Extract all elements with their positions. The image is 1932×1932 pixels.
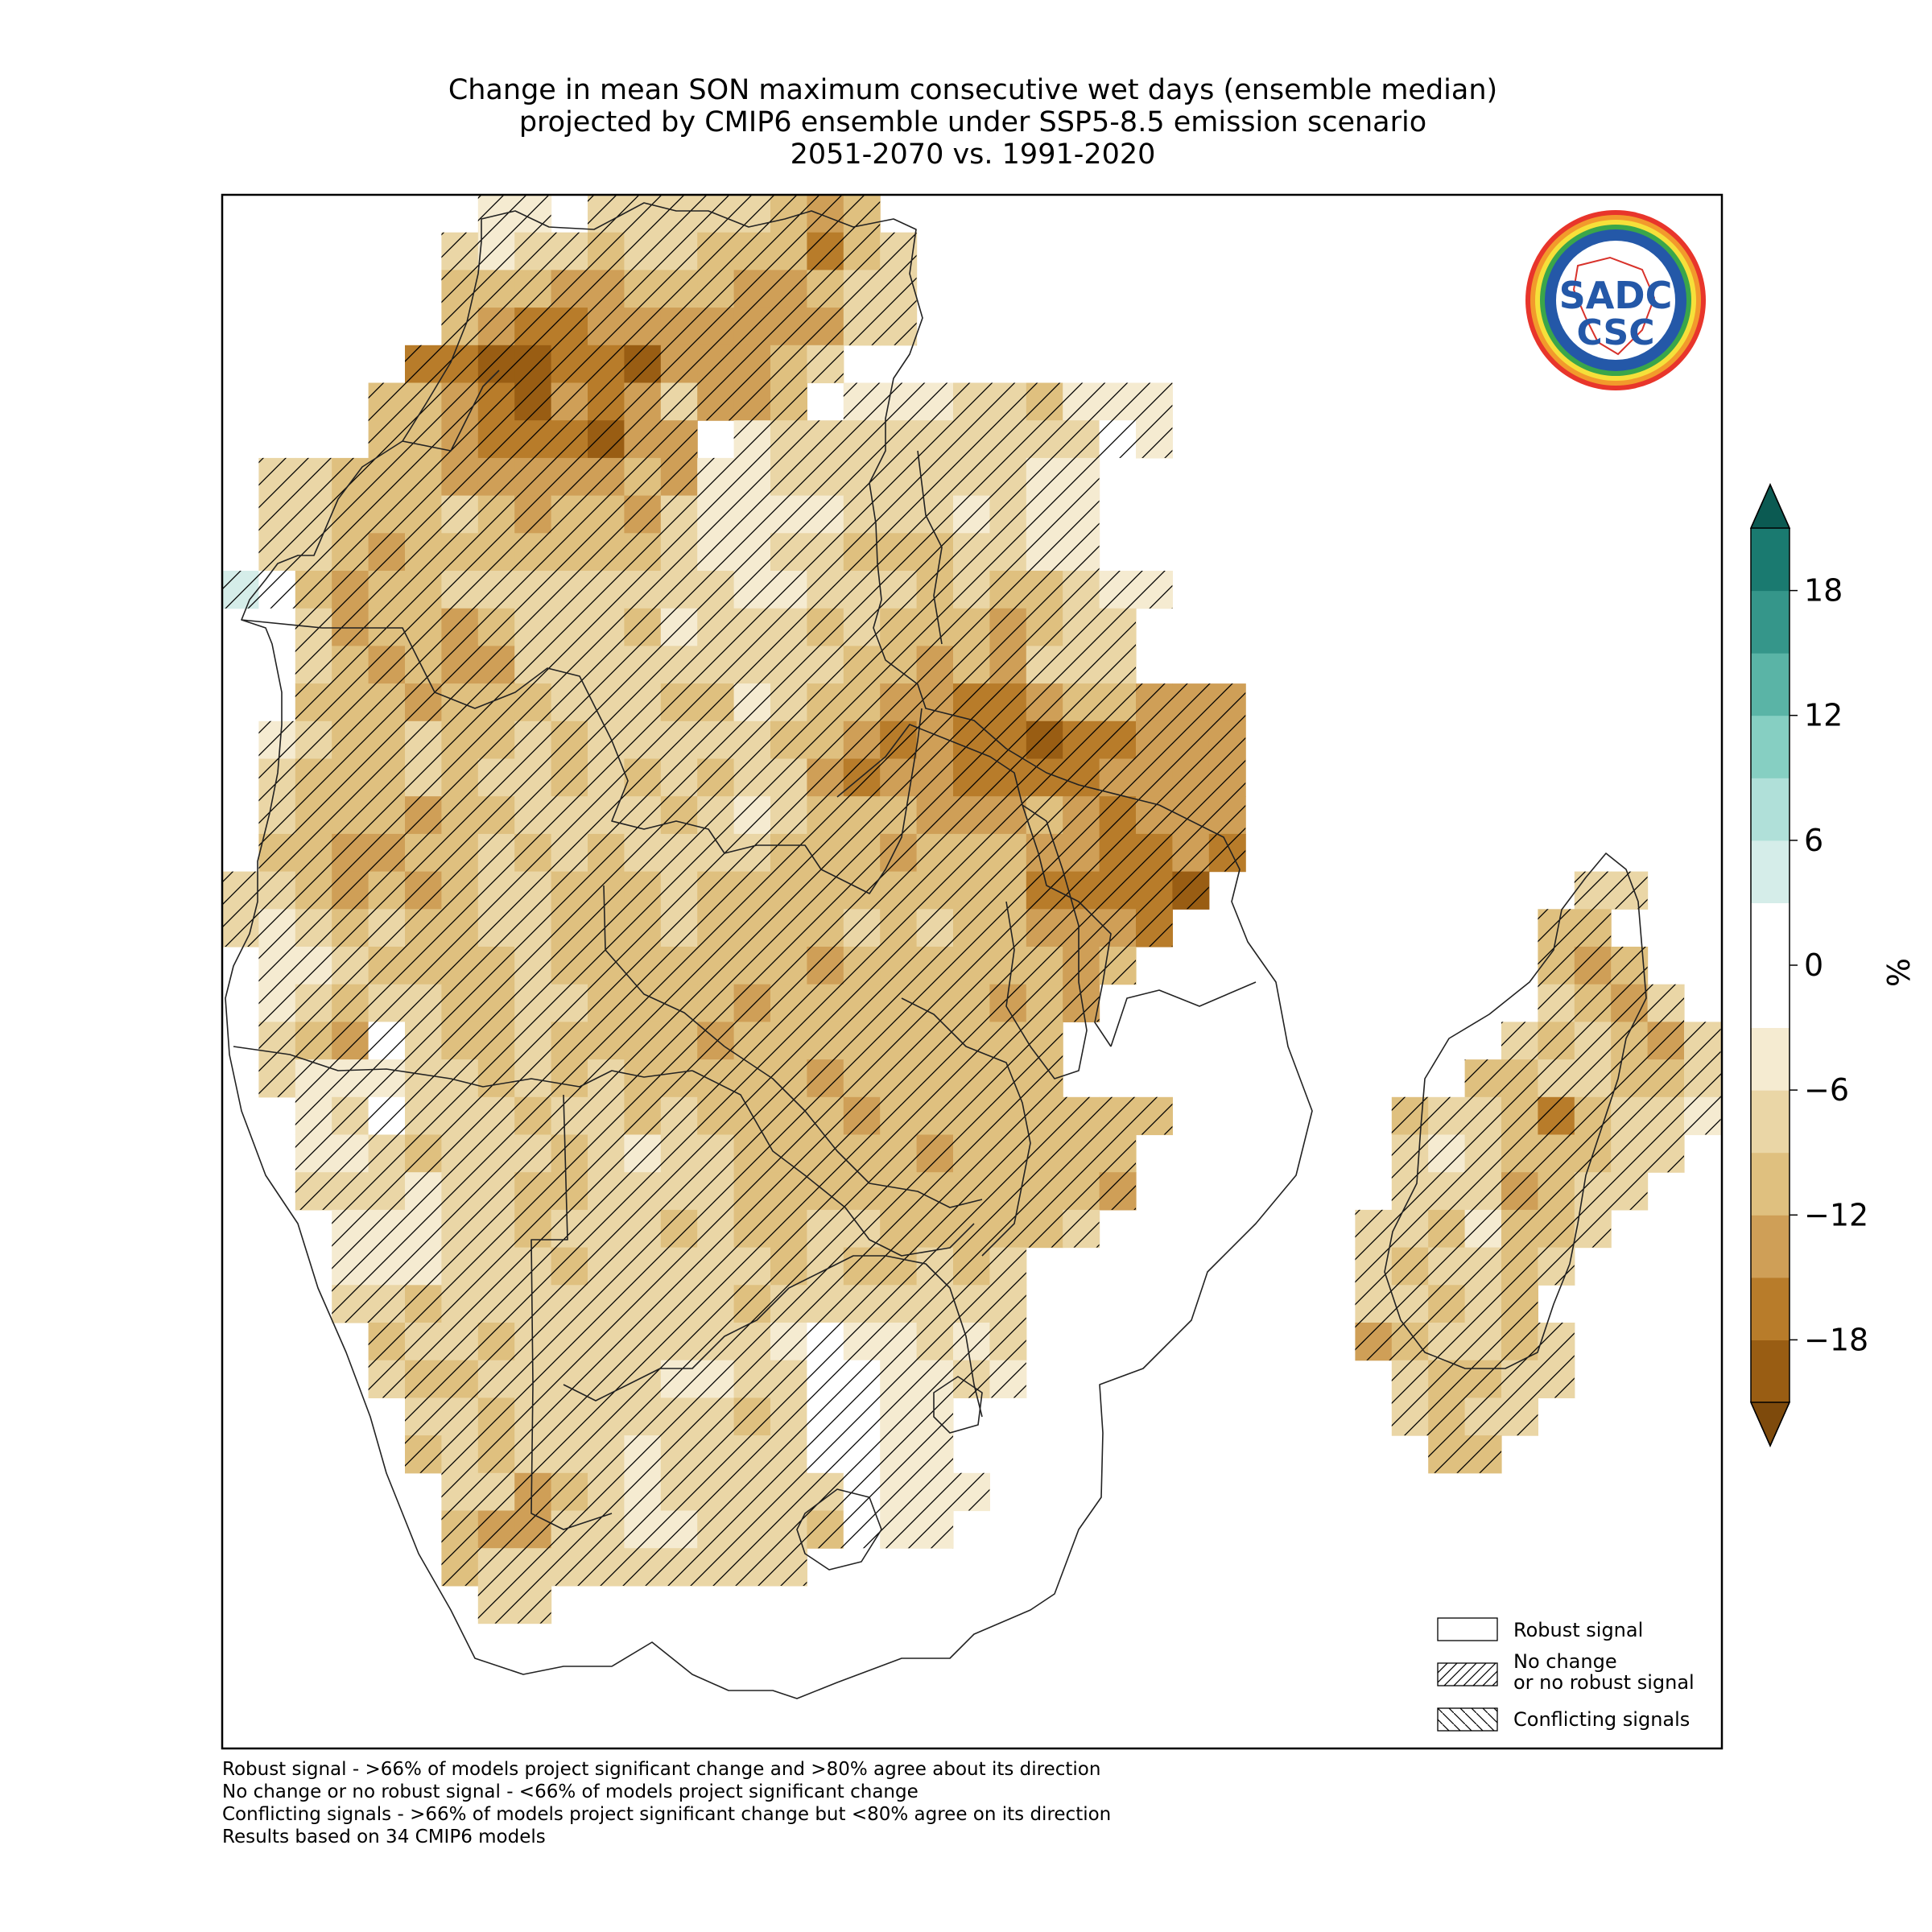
mainland-coastline-outline: [225, 202, 1313, 1699]
legend-label-conflicting: Conflicting signals: [1513, 1708, 1690, 1731]
colorbar-bin: [1751, 1340, 1790, 1403]
angola-namibia-border: [233, 1046, 693, 1088]
footer-line-2: No change or no robust signal - <66% of …: [222, 1781, 919, 1802]
colorbar-outline: [1750, 483, 1790, 1447]
congo-gabon-border: [402, 369, 500, 452]
colorbar-bin: [1751, 1152, 1790, 1216]
legend-swatch-robust: [1437, 1617, 1498, 1641]
colorbar-extend-high: [1749, 483, 1791, 529]
colorbar-bin: [1751, 653, 1790, 716]
botswana-zimbabwe-border: [691, 1070, 975, 1257]
colorbar-bin: [1751, 1215, 1790, 1278]
tanzania-mozambique-border: [1110, 981, 1257, 1047]
title-line-3: 2051-2070 vs. 1991-2020: [790, 138, 1156, 171]
logo-mark-top: SADC: [1559, 274, 1673, 317]
south-africa-north-border: [563, 1255, 983, 1418]
legend-swatch-no-change: [1437, 1662, 1498, 1686]
colorbar-bin: [1751, 1277, 1790, 1340]
footer-line-3: Conflicting signals - >66% of models pro…: [222, 1804, 1112, 1825]
malawi-outline: [1005, 804, 1088, 1080]
country-borders: [225, 202, 1647, 1699]
legend-label-no-change-1: No change: [1513, 1650, 1617, 1673]
colorbar-bin: [1751, 902, 1790, 1028]
madagascar-outline: [1384, 852, 1647, 1369]
colorbar-bin: [1751, 1027, 1790, 1091]
chart-title: Change in mean SON maximum consecutive w…: [222, 74, 1724, 171]
colorbar-tick-label: −6: [1804, 1072, 1849, 1108]
logo-mark-bottom: CSC: [1576, 312, 1654, 353]
colorbar-bin: [1751, 715, 1790, 778]
colorbar-bin: [1751, 590, 1790, 654]
map-frame: [221, 193, 1724, 1750]
colorbar-tick-label: −18: [1804, 1322, 1868, 1357]
sadc-csc-logo: SADC CSC: [1525, 210, 1706, 390]
colorbar-bin: [1751, 528, 1790, 592]
tanzania-west-border: [917, 450, 943, 645]
lesotho-outline: [796, 1488, 882, 1571]
colorbar-bin: [1751, 778, 1790, 841]
legend-label-no-change-2: or no robust signal: [1513, 1671, 1695, 1694]
footer-notes: Robust signal - >66% of models project s…: [222, 1758, 1111, 1848]
colorbar-tick-label: −12: [1804, 1197, 1868, 1232]
angola-zambia-border: [603, 885, 725, 1047]
colorbar-bin: [1751, 840, 1790, 903]
colorbar-bin: [1751, 1090, 1790, 1154]
zambia-mozambique-border: [724, 1046, 983, 1208]
map-plot-area: [222, 195, 1722, 1699]
eswatini-outline: [933, 1376, 983, 1434]
zambia-malawi-border: [836, 724, 1112, 1047]
colorbar-extend-low: [1749, 1402, 1791, 1447]
title-line-2: projected by CMIP6 ensemble under SSP5-8…: [518, 106, 1427, 138]
hatch-legend: Robust signal No change or no robust sig…: [1437, 1617, 1695, 1732]
legend-label-robust: Robust signal: [1513, 1619, 1643, 1641]
colorbar-tick-label: 18: [1804, 573, 1843, 609]
colorbar-unit-label: %: [1881, 958, 1917, 987]
namibia-botswana-border: [530, 1094, 613, 1530]
drc-southern-border: [241, 619, 923, 894]
colorbar-tick-label: 6: [1804, 823, 1823, 858]
no-robust-signal-hatching: [222, 195, 1722, 1624]
colorbar: 18 12 6 0 −6 −12 −18%: [1749, 483, 1917, 1447]
colorbar-tick-label: 0: [1804, 947, 1823, 983]
zimbabwe-mozambique-border: [901, 997, 1031, 1257]
colorbar-tick-label: 12: [1804, 698, 1843, 733]
footer-line-1: Robust signal - >66% of models project s…: [222, 1759, 1101, 1780]
title-line-1: Change in mean SON maximum consecutive w…: [448, 74, 1498, 106]
footer-line-4: Results based on 34 CMIP6 models: [222, 1827, 546, 1847]
legend-swatch-conflicting: [1437, 1707, 1498, 1732]
